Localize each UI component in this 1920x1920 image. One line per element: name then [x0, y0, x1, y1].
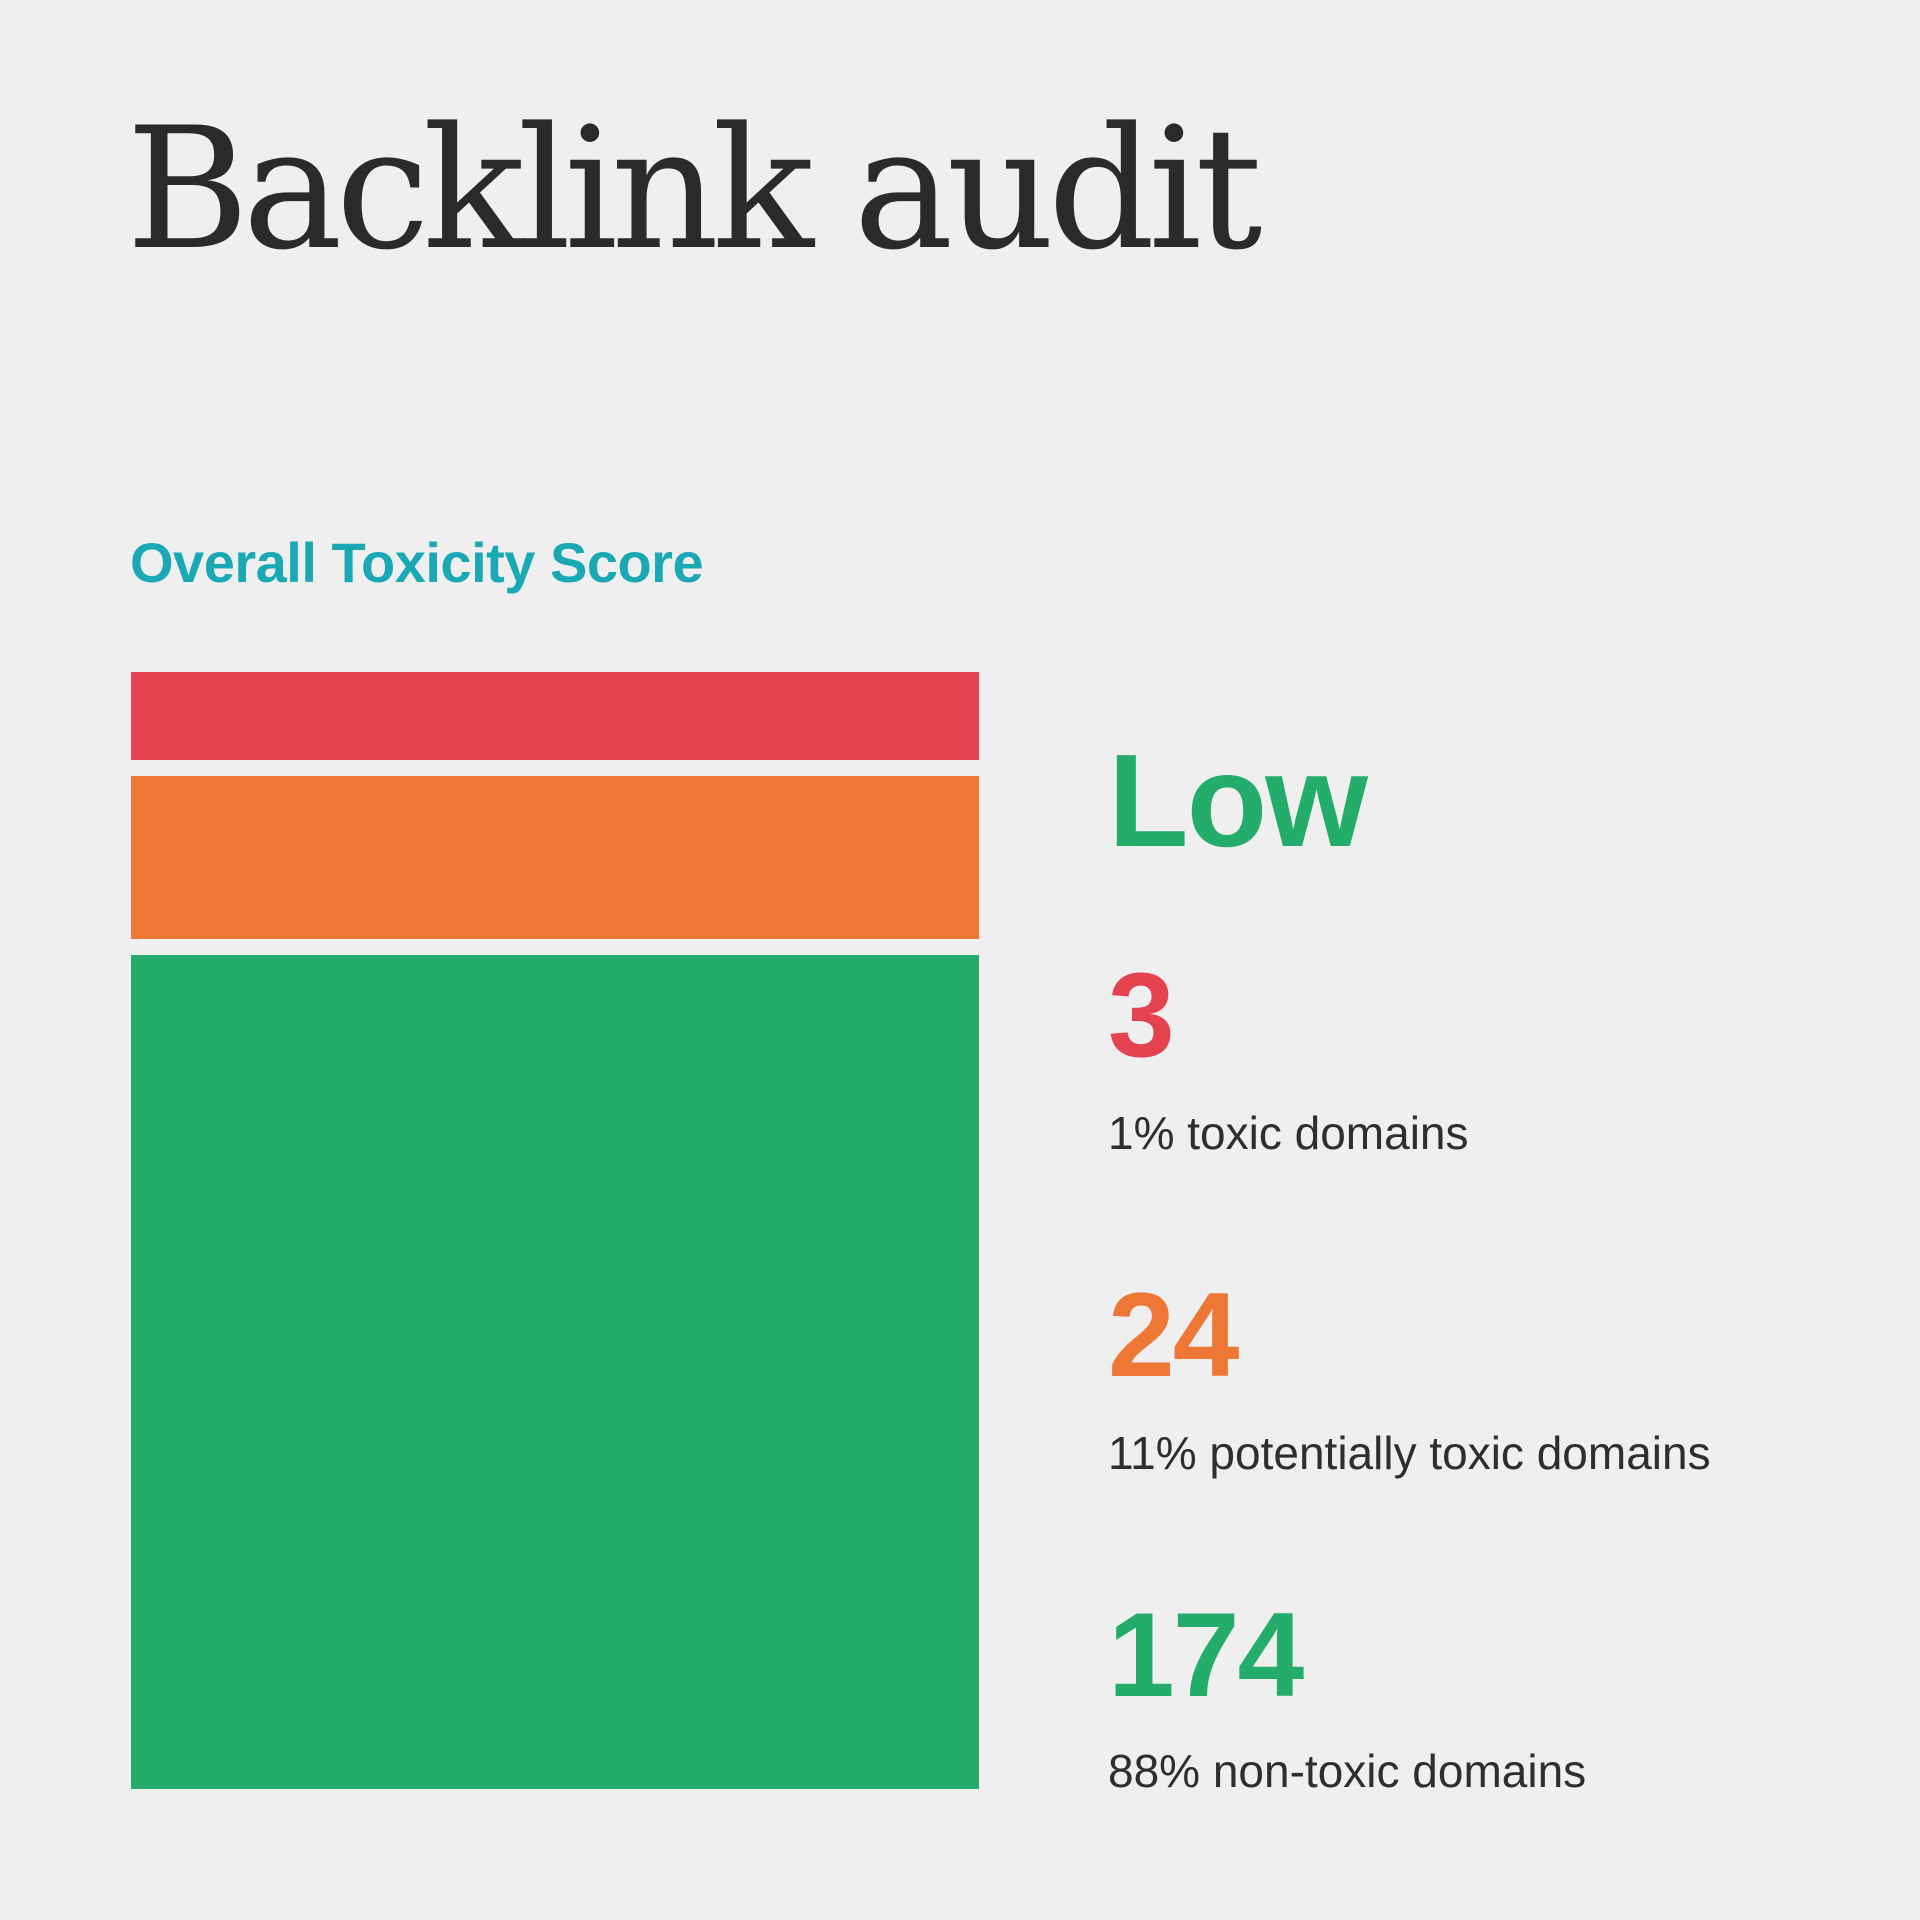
- non-toxic-domains-label: 88% non-toxic domains: [1108, 1745, 1587, 1797]
- bar-segment-non-toxic-domains: [131, 955, 979, 1789]
- page-title: Backlink audit: [126, 91, 1263, 287]
- bar-segment-toxic-domains: [131, 672, 979, 760]
- potentially-toxic-domains-label: 11% potentially toxic domains: [1108, 1427, 1711, 1479]
- toxic-domains-label: 1% toxic domains: [1108, 1107, 1469, 1159]
- potentially-toxic-domains-count: 24: [1108, 1268, 1239, 1402]
- toxic-domains-count: 3: [1108, 948, 1175, 1082]
- chart-title: Overall Toxicity Score: [130, 531, 704, 594]
- non-toxic-domains-count: 174: [1108, 1588, 1304, 1722]
- bar-segment-potentially-toxic-domains: [131, 776, 979, 939]
- toxicity-level: Low: [1108, 727, 1368, 874]
